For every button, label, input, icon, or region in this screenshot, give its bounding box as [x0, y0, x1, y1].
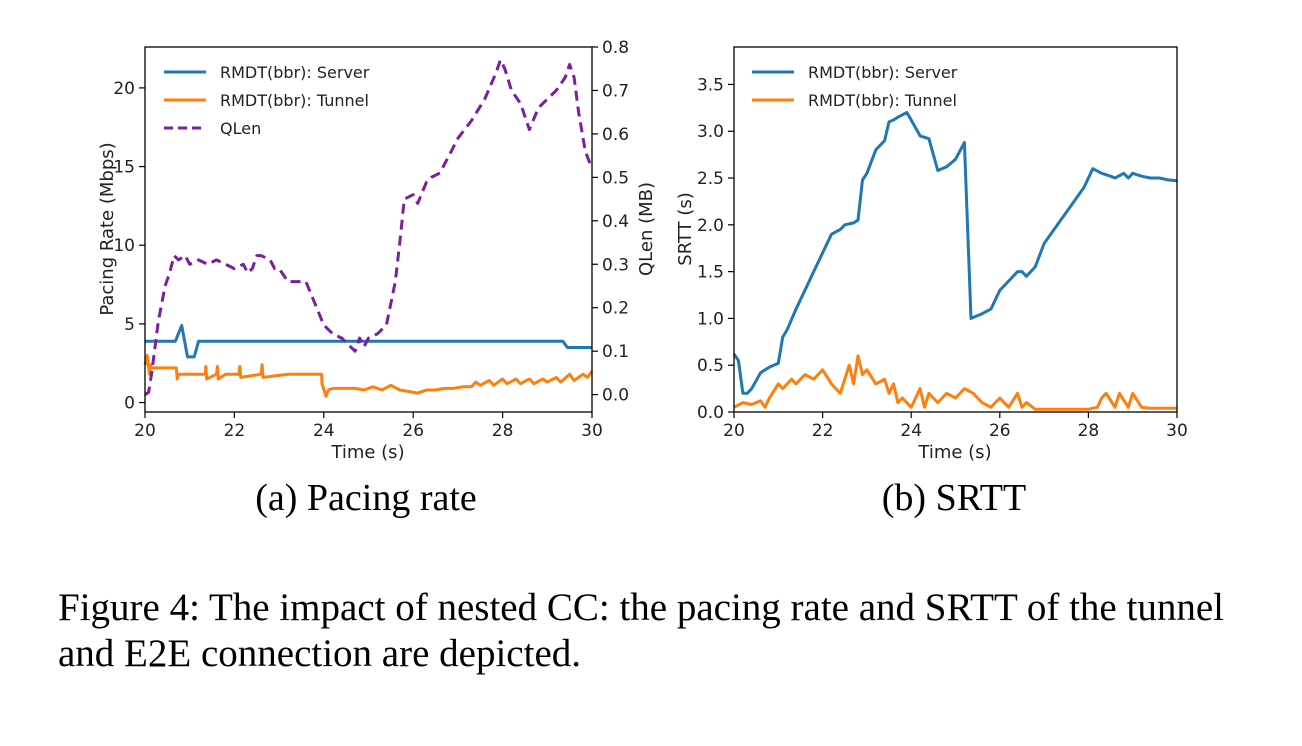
- y2-tick-label: 0.3: [602, 255, 629, 275]
- y-tick-label: 1.0: [697, 309, 724, 329]
- srtt-panel: 20 22 24 26 28 30 0.0 0.5 1.0 1.5 2.0 2.5 3.0 3.5 Ti…: [675, 46, 1188, 519]
- pacing-rate-y-ticks: 0 5 10 15 20: [113, 79, 145, 414]
- y-tick-label: 10: [113, 236, 135, 256]
- x-tick-label: 26: [402, 421, 424, 441]
- srtt-legend: RMDT(bbr): Server RMDT(bbr): Tunnel: [752, 63, 958, 110]
- y-tick-label: 3.5: [697, 75, 724, 95]
- y2-tick-label: 0.8: [602, 38, 629, 58]
- srtt-plot-lines: [732, 111, 1178, 411]
- y-tick-label: 2.0: [697, 216, 724, 236]
- figure-caption: Figure 4: The impact of nested CC: the p…: [58, 586, 1224, 675]
- pacing-rate-legend: RMDT(bbr): Server RMDT(bbr): Tunnel QLen: [164, 63, 370, 138]
- srtt-subcaption: (b) SRTT: [882, 477, 1026, 519]
- y-tick-label: 20: [113, 79, 135, 99]
- x-tick-label: 20: [134, 421, 156, 441]
- pacing-rate-plot-frame: [144, 46, 593, 413]
- series-line-rmdt-bbr-tunnel: [733, 354, 1177, 411]
- series-line-rmdt-bbr-server: [732, 111, 1178, 395]
- x-tick-label: 20: [723, 421, 745, 441]
- y-tick-label: 0.5: [697, 356, 724, 376]
- pacing-rate-subcaption: (a) Pacing rate: [255, 477, 477, 519]
- legend-label-qlen: QLen: [220, 119, 261, 138]
- pacing-rate-plot-lines: [143, 58, 594, 398]
- y-tick-label: 2.5: [697, 169, 724, 189]
- y-tick-label: 1.5: [697, 263, 724, 283]
- series-line-rmdt-bbr-tunnel: [143, 353, 594, 398]
- srtt-y-axis-label: SRTT (s): [675, 192, 696, 265]
- x-tick-label: 28: [1078, 421, 1100, 441]
- y-tick-label: 3.0: [697, 122, 724, 142]
- y2-tick-label: 0.6: [602, 125, 629, 145]
- y2-tick-label: 0.7: [602, 81, 629, 101]
- y-tick-label: 0.0: [697, 403, 724, 423]
- y-tick-label: 0: [124, 394, 135, 414]
- srtt-x-axis-label: Time (s): [917, 442, 991, 463]
- x-tick-label: 30: [1166, 421, 1188, 441]
- y2-tick-label: 0.2: [602, 299, 629, 319]
- y-tick-label: 15: [113, 158, 135, 178]
- legend-label-server: RMDT(bbr): Server: [220, 63, 370, 82]
- x-tick-label: 26: [989, 421, 1011, 441]
- qlen-y-axis-label: QLen (MB): [636, 182, 657, 276]
- series-line-rmdt-bbr-server: [145, 324, 592, 359]
- legend-label-tunnel: RMDT(bbr): Tunnel: [220, 91, 369, 110]
- y-tick-label: 5: [124, 315, 135, 335]
- pacing-rate-y2-ticks: 0.0 0.1 0.2 0.3 0.4 0.5 0.6 0.7 0.8: [592, 38, 629, 406]
- y2-tick-label: 0.0: [602, 386, 629, 406]
- pacing-rate-x-axis-label: Time (s): [330, 442, 404, 463]
- legend-label-server: RMDT(bbr): Server: [808, 63, 958, 82]
- series-line-qlen: [144, 58, 594, 396]
- x-tick-label: 28: [492, 421, 514, 441]
- y2-tick-label: 0.4: [602, 212, 629, 232]
- pacing-rate-y-axis-label: Pacing Rate (Mbps): [97, 142, 118, 315]
- srtt-x-ticks: 20 22 24 26 28 30: [723, 412, 1188, 441]
- pacing-rate-panel: 20 22 24 26 28 30 0 5 10 15 20 0.0 0.1 0.2 0.3 0.4 0.5…: [97, 38, 657, 519]
- x-tick-label: 24: [900, 421, 922, 441]
- x-tick-label: 22: [812, 421, 834, 441]
- y2-tick-label: 0.5: [602, 168, 629, 188]
- x-tick-label: 24: [313, 421, 335, 441]
- y2-tick-label: 0.1: [602, 342, 629, 362]
- srtt-plot-frame: [733, 46, 1178, 413]
- pacing-rate-x-ticks: 20 22 24 26 28 30: [134, 412, 603, 441]
- x-tick-label: 30: [581, 421, 603, 441]
- srtt-y-ticks: 0.0 0.5 1.0 1.5 2.0 2.5 3.0 3.5: [697, 75, 734, 423]
- x-tick-label: 22: [224, 421, 246, 441]
- legend-label-tunnel: RMDT(bbr): Tunnel: [808, 91, 957, 110]
